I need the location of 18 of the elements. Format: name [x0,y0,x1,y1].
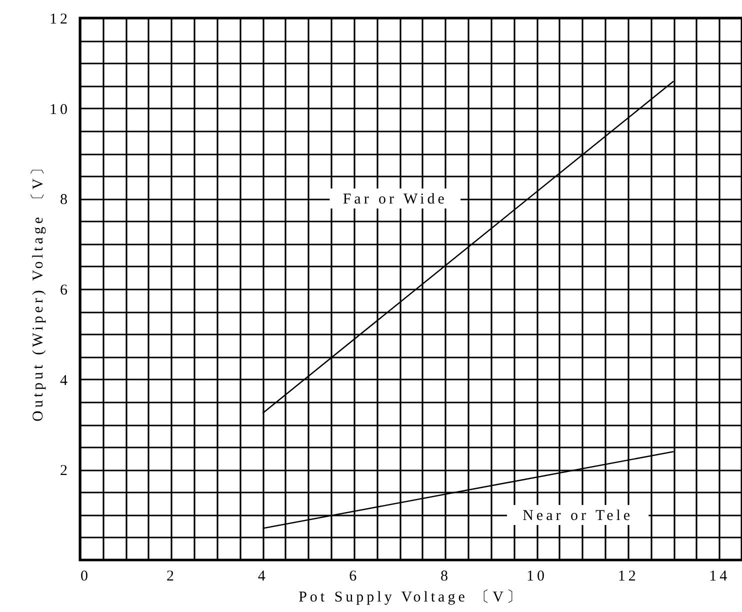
x-tick-label: 8 [440,568,451,584]
y-tick-label: 12 [50,12,70,28]
x-tick-label: 10 [526,568,548,584]
x-tick-label: 2 [166,568,178,584]
annotation: Near or Tele [522,508,634,524]
x-tick-label: 6 [349,568,360,584]
x-tick-label: 12 [618,568,639,584]
y-axis-title: Output (Wiper) Voltage 〔V〕 [30,158,46,422]
y-tick-label: 6 [60,282,70,298]
x-tick-label: 14 [709,568,730,584]
x-tick-label: 4 [258,568,268,584]
x-tick-label: 0 [80,568,91,584]
x-axis-title: Pot Supply Voltage 〔V〕 [298,588,524,606]
y-tick-label: 10 [50,102,70,118]
y-tick-label: 8 [60,192,70,208]
y-tick-label: 2 [60,463,70,480]
y-tick-label: 4 [60,372,70,389]
annotation: Far or Wide [342,191,448,208]
